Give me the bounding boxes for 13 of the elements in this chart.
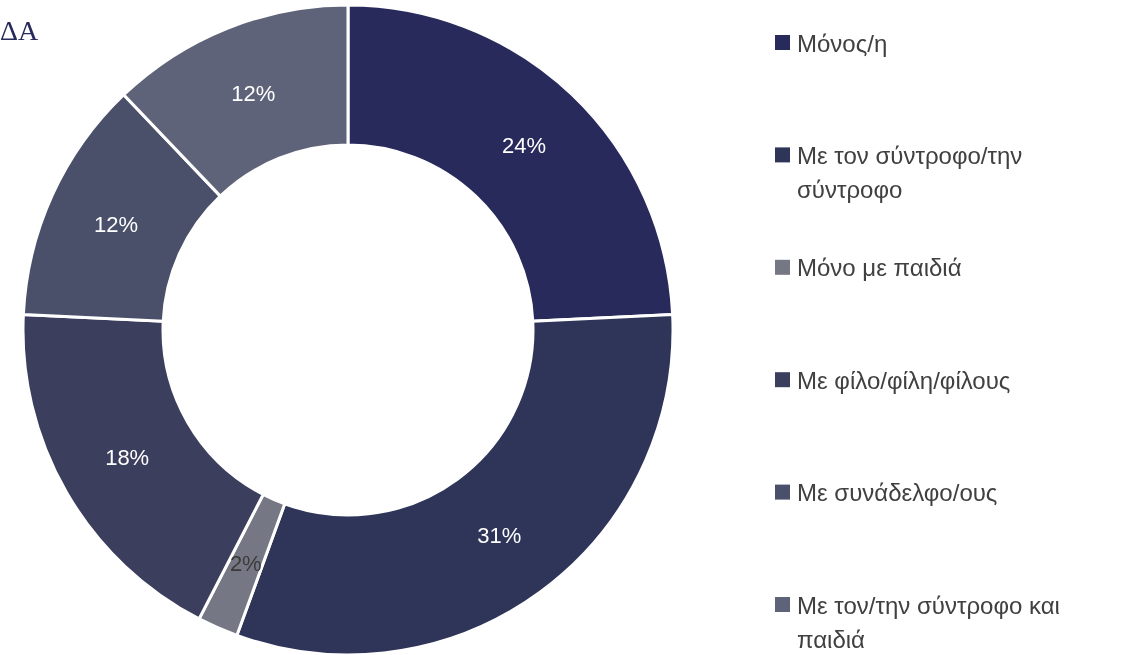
text: ΔΑ [0, 15, 40, 46]
data-label: 12% [94, 211, 139, 237]
legend-label: Με φίλο/φίλη/φίλους [797, 366, 1011, 394]
legend-label: Με τον/την σύντροφο και παιδιά [797, 591, 1060, 653]
data-label: 2% [229, 551, 262, 577]
legend-label: Μόνο με παιδιά [797, 254, 962, 282]
legend-label: Με συνάδελφο/ους [797, 479, 998, 507]
legend-label: Με τον σύντροφο/την σύντροφο [797, 141, 1023, 203]
data-label: 31% [477, 522, 522, 548]
data-label: 18% [105, 445, 150, 470]
legend-label: Μόνος/η [797, 29, 888, 57]
data-label: 24% [501, 132, 546, 158]
data-label: 12% [231, 80, 276, 106]
